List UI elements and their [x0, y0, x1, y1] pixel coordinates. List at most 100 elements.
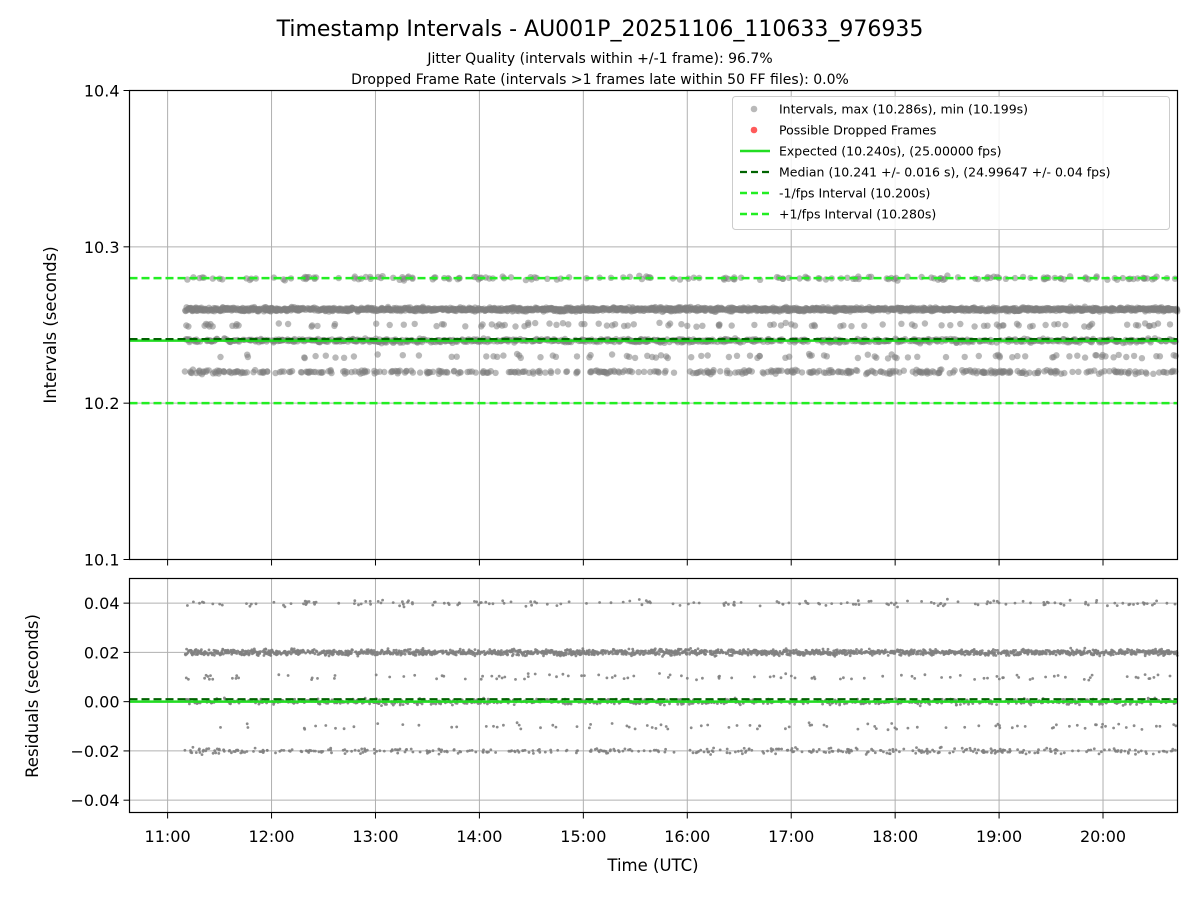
interval-point [844, 274, 851, 281]
interval-point [483, 353, 490, 360]
residual-point [392, 648, 396, 652]
interval-point [1000, 322, 1007, 329]
interval-point [547, 369, 555, 376]
residual-point [481, 750, 485, 754]
residual-point [495, 677, 499, 681]
interval-point [900, 367, 907, 374]
interval-point [1061, 369, 1068, 377]
interval-point [536, 369, 543, 376]
residual-point [513, 750, 517, 754]
interval-point [284, 320, 292, 328]
residual-point [398, 747, 402, 751]
residual-point [543, 750, 547, 754]
residual-point [613, 674, 617, 678]
residual-point [221, 652, 225, 656]
residual-point [611, 652, 615, 656]
residual-point [282, 749, 286, 752]
interval-point [898, 320, 905, 327]
residual-point [632, 674, 636, 678]
residual-point [290, 748, 294, 752]
residual-point [482, 748, 485, 752]
interval-point [652, 354, 660, 361]
residual-point [219, 726, 222, 729]
residual-point [310, 676, 314, 680]
residual-point [398, 604, 401, 608]
interval-point [1101, 368, 1108, 375]
residual-point [315, 650, 319, 653]
interval-point [500, 352, 507, 359]
interval-point [416, 369, 424, 376]
interval-point [921, 320, 929, 327]
residual-point [658, 703, 662, 706]
residual-point [565, 748, 569, 752]
residual-point [209, 674, 212, 677]
residual-point [357, 603, 360, 607]
interval-point [635, 368, 642, 376]
residual-point [429, 702, 433, 706]
residual-point [237, 676, 241, 680]
residual-point [228, 749, 232, 752]
interval-point [655, 369, 662, 376]
residual-point [353, 748, 357, 752]
residual-point [368, 702, 371, 706]
residual-point [583, 674, 586, 677]
residual-point [234, 677, 238, 680]
residual-point [314, 749, 317, 753]
residual-point [391, 601, 395, 604]
interval-point [864, 351, 871, 358]
residual-point [205, 747, 209, 751]
residual-point [374, 673, 378, 677]
interval-point [951, 367, 958, 374]
interval-point [1069, 368, 1076, 376]
interval-point [938, 322, 945, 329]
residual-point [490, 674, 494, 678]
residual-point [286, 653, 289, 656]
interval-point [487, 368, 494, 375]
interval-point [961, 353, 968, 361]
interval-point [1144, 275, 1151, 282]
chart-title: Timestamp Intervals - AU001P_20251106_11… [276, 17, 924, 42]
interval-point [717, 368, 724, 375]
residual-point [625, 651, 629, 655]
residual-point [644, 649, 647, 653]
residual-point [231, 676, 234, 680]
residual-point [333, 674, 337, 677]
residual-point [213, 653, 216, 657]
residual-point [365, 748, 369, 752]
residual-point [463, 677, 467, 681]
interval-point [796, 275, 803, 282]
residual-point [293, 697, 297, 701]
interval-point [656, 319, 663, 326]
interval-point [1007, 368, 1014, 376]
residual-point [264, 648, 268, 651]
residual-point [207, 648, 211, 652]
residual-point [417, 723, 421, 727]
residual-point [555, 604, 559, 607]
interval-point [626, 353, 633, 360]
residual-point [549, 748, 553, 752]
interval-point [782, 319, 789, 327]
residual-point [380, 704, 383, 707]
interval-point [947, 322, 954, 329]
interval-point [710, 366, 717, 374]
residual-point [431, 603, 435, 607]
residual-point [353, 599, 357, 603]
residual-point [621, 749, 625, 753]
residual-point [353, 602, 356, 605]
residual-point [379, 601, 383, 605]
residual-point [194, 648, 198, 651]
interval-point [552, 353, 560, 360]
interval-point [1091, 367, 1098, 374]
residual-point [185, 647, 189, 651]
jitter-quality-subtitle: Jitter Quality (intervals within +/-1 fr… [426, 51, 772, 67]
residual-point [409, 747, 413, 751]
residual-point [290, 647, 294, 651]
interval-point [777, 322, 785, 329]
residuals-grid [129, 578, 1178, 813]
interval-point [554, 368, 561, 375]
residual-point [648, 749, 652, 753]
interval-point [340, 354, 348, 361]
interval-point [1053, 352, 1060, 359]
residual-point [529, 650, 533, 653]
residual-point [653, 647, 657, 651]
